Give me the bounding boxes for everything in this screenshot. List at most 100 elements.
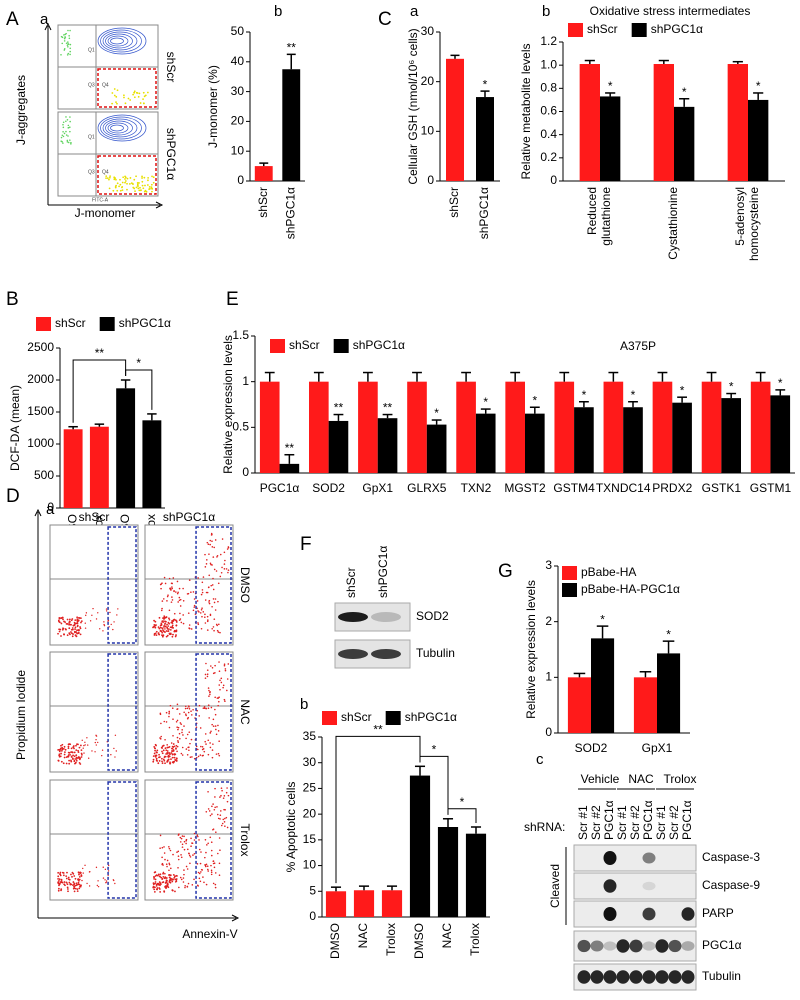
dot bbox=[197, 577, 199, 579]
dot bbox=[154, 875, 157, 877]
dot bbox=[113, 88, 116, 90]
dot bbox=[166, 600, 168, 602]
dot bbox=[78, 878, 81, 881]
dot bbox=[141, 180, 144, 183]
dot bbox=[62, 874, 65, 877]
dot bbox=[213, 546, 216, 549]
dot bbox=[214, 883, 217, 886]
bar bbox=[505, 381, 525, 473]
dot bbox=[165, 620, 167, 623]
dot bbox=[209, 814, 212, 817]
gate-box bbox=[107, 526, 137, 644]
bar bbox=[358, 381, 378, 473]
significance: * bbox=[483, 395, 488, 409]
dot bbox=[183, 725, 185, 727]
dot bbox=[210, 864, 212, 867]
bar bbox=[282, 69, 301, 181]
dot bbox=[102, 866, 104, 868]
dot bbox=[63, 745, 66, 748]
bar bbox=[721, 398, 741, 473]
dot bbox=[70, 628, 73, 631]
dot bbox=[200, 851, 202, 853]
dot bbox=[74, 758, 77, 760]
error-bar bbox=[333, 413, 344, 421]
dot bbox=[80, 749, 83, 752]
dot bbox=[210, 873, 213, 876]
dot bbox=[209, 690, 211, 693]
dot bbox=[76, 619, 79, 622]
dot bbox=[188, 579, 191, 581]
dot bbox=[191, 884, 194, 886]
dot bbox=[168, 863, 171, 866]
error-bar bbox=[286, 53, 296, 70]
dot bbox=[63, 49, 66, 51]
quadrant-label: Q3 bbox=[88, 169, 95, 175]
dot bbox=[173, 745, 176, 748]
dot bbox=[219, 679, 221, 682]
dot bbox=[66, 886, 69, 889]
dot bbox=[72, 881, 75, 883]
dot bbox=[162, 749, 165, 752]
dot bbox=[216, 554, 219, 557]
dot bbox=[59, 747, 62, 750]
dot bbox=[58, 883, 61, 886]
plot-frame bbox=[49, 524, 139, 646]
row-label: Tubulin bbox=[702, 969, 741, 983]
x-tick-label: GSTM4 bbox=[553, 481, 595, 495]
bracket-label: * bbox=[136, 356, 141, 370]
significance: * bbox=[483, 77, 488, 91]
dot bbox=[126, 188, 128, 191]
dot bbox=[153, 619, 155, 622]
dot bbox=[172, 853, 174, 856]
dot bbox=[177, 601, 179, 603]
lane-label: shPGC1α bbox=[376, 546, 390, 598]
y-tick-label: 1000 bbox=[27, 436, 54, 450]
error-bar bbox=[330, 886, 342, 892]
row-label: PARP bbox=[702, 906, 734, 920]
quadrant-label: Q1 bbox=[88, 134, 95, 140]
dot bbox=[143, 190, 146, 193]
dot bbox=[66, 141, 69, 143]
lane-label: Scr #2 bbox=[667, 805, 681, 840]
dot bbox=[65, 762, 68, 765]
dot bbox=[170, 601, 173, 603]
dot bbox=[167, 752, 170, 754]
dot bbox=[78, 872, 80, 874]
blot-band bbox=[603, 851, 617, 865]
dot bbox=[60, 635, 62, 637]
dot bbox=[223, 551, 226, 554]
row-label: PGC1α bbox=[702, 938, 742, 952]
dot bbox=[187, 882, 190, 885]
dot bbox=[113, 176, 116, 179]
dot bbox=[78, 887, 81, 890]
dot bbox=[161, 627, 164, 630]
dot bbox=[168, 881, 171, 883]
dot bbox=[78, 628, 80, 631]
dot bbox=[166, 885, 169, 887]
dot bbox=[176, 580, 179, 583]
dot bbox=[83, 752, 85, 754]
dot bbox=[197, 835, 199, 838]
row-label: NAC bbox=[238, 699, 252, 725]
bar bbox=[748, 99, 769, 181]
dot bbox=[142, 91, 145, 94]
dot bbox=[208, 602, 211, 605]
dot bbox=[77, 619, 80, 622]
dot bbox=[77, 749, 80, 752]
dot bbox=[66, 623, 69, 625]
dot bbox=[104, 879, 106, 881]
dot bbox=[184, 707, 187, 710]
dot bbox=[200, 593, 203, 596]
dot bbox=[179, 598, 182, 601]
dot bbox=[67, 29, 69, 32]
dot bbox=[186, 868, 189, 870]
dot bbox=[199, 612, 202, 614]
gate-box bbox=[107, 781, 137, 899]
dot bbox=[210, 849, 213, 852]
dot bbox=[103, 621, 105, 623]
dot bbox=[208, 601, 210, 603]
dot bbox=[105, 880, 108, 882]
dot bbox=[198, 839, 200, 841]
lane-label: Scr #1 bbox=[654, 805, 668, 840]
dot bbox=[178, 886, 180, 889]
